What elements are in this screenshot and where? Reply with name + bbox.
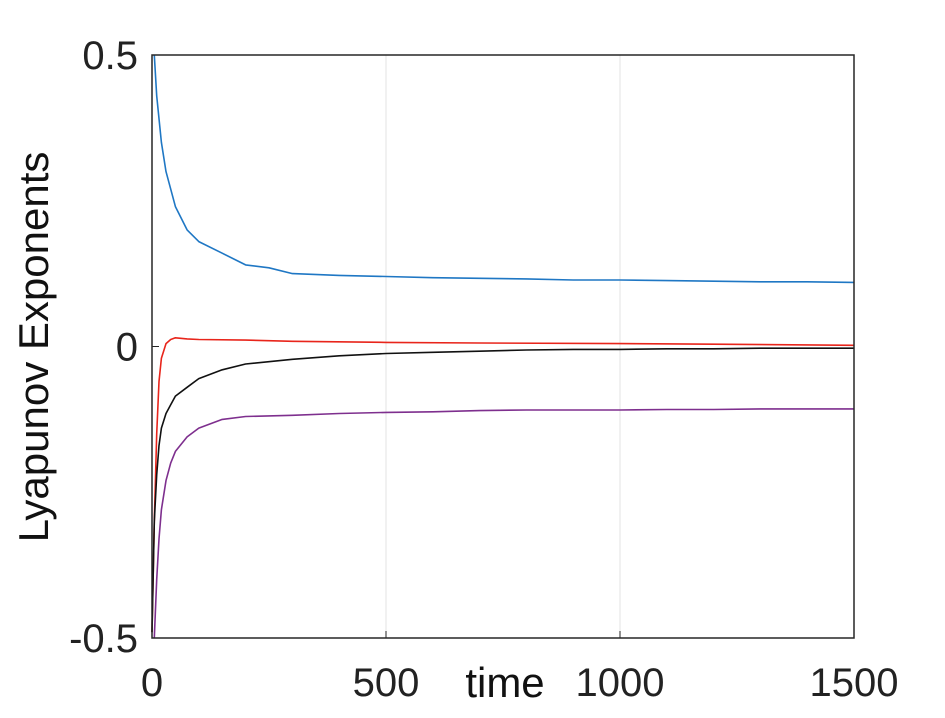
- series-line-3: [151, 347, 854, 633]
- series-line-2: [151, 337, 855, 633]
- y-tick-label-0: -0.5: [69, 617, 138, 661]
- series-lines: [151, 54, 855, 639]
- y-tick-label-2: 0.5: [82, 34, 138, 78]
- series-line-1: [153, 54, 855, 284]
- x-tick-label-0: 0: [141, 661, 163, 705]
- x-tick-label-3: 1500: [810, 661, 899, 705]
- x-tick-label-1: 500: [353, 661, 420, 705]
- y-axis-label: Lyapunov Exponents: [10, 152, 57, 543]
- x-tick-label-2: 1000: [576, 661, 665, 705]
- axis-ticks: 0 500 1000 1500-0.500.5: [69, 34, 898, 705]
- y-tick-label-1: 0: [116, 326, 138, 370]
- series-line-4: [153, 408, 854, 639]
- x-axis-label: time: [465, 659, 544, 706]
- grid-lines: [385, 55, 621, 638]
